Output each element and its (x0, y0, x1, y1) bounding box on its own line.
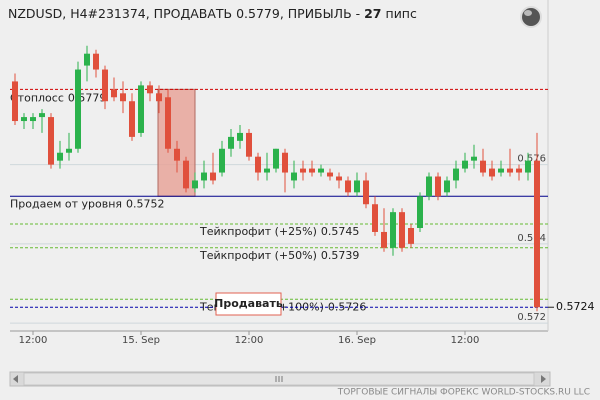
level-name: Продаем от уровня (10, 197, 122, 210)
level-value: 0.5779 (68, 91, 107, 104)
candle-body (399, 212, 405, 248)
candle-body (210, 172, 216, 181)
candle-body (264, 168, 270, 173)
candle-body (120, 93, 126, 102)
candle-body (39, 113, 45, 118)
sell-button-label: Продавать (214, 297, 283, 310)
frame (10, 0, 549, 332)
level-label: Тейкпрофит (+25%) 0.5745 (199, 225, 359, 238)
x-tick-label: 12:00 (19, 335, 48, 346)
candle-body (516, 168, 522, 173)
level-label: Стоплосс 0.5779 (10, 91, 106, 104)
title-text: NZDUSD, H4#231374, ПРОДАВАТЬ 0.5779, ПРИ… (8, 6, 364, 21)
y-tick-label: 0.576 (517, 154, 546, 165)
candle-body (444, 180, 450, 193)
x-tick-label: 16. Sep (338, 335, 376, 346)
candle-body (174, 148, 180, 161)
level-label: Продаем от уровня 0.5752 (10, 197, 165, 210)
candle-body (426, 176, 432, 197)
level-name: Тейкпрофит (+50%) (199, 249, 317, 262)
candle-body (462, 160, 468, 169)
scroll-left (13, 375, 18, 383)
candle-body (102, 69, 108, 102)
candle-body (129, 101, 135, 137)
candle-body (300, 168, 306, 173)
candle-body (345, 180, 351, 193)
candle-body (390, 212, 396, 248)
candle-body (408, 228, 414, 244)
candle-body (372, 204, 378, 232)
candle-body (48, 117, 54, 165)
candle-body (354, 180, 360, 193)
level-value: 0.5745 (321, 225, 360, 238)
candle-body (255, 156, 261, 173)
candle-body (291, 172, 297, 181)
candle-body (192, 180, 198, 189)
candle-body (201, 172, 207, 181)
x-tick-label: 12:00 (235, 335, 264, 346)
candle-body (318, 168, 324, 173)
candle-body (525, 160, 531, 173)
candle-body (327, 172, 333, 177)
candle-body (471, 156, 477, 161)
candle-body (138, 85, 144, 133)
candle-body (84, 53, 90, 66)
candle-body (147, 85, 153, 94)
candle-body (30, 117, 36, 122)
candle-body (417, 196, 423, 228)
candle-body (507, 168, 513, 173)
candle-body (273, 148, 279, 169)
candle-body (381, 231, 387, 248)
globe-icon (520, 6, 542, 28)
scroll-right (541, 375, 546, 383)
title-profit: 27 (364, 6, 381, 21)
candle-body (453, 168, 459, 181)
x-tick-label: 15. Sep (122, 335, 160, 346)
footer: ТОРГОВЫЕ СИГНАЛЫ ФОРЕКС WORLD-STOCKS.RU … (337, 388, 590, 398)
sell-button[interactable]: Продавать (214, 292, 283, 316)
level-name: Стоплосс (10, 91, 64, 104)
globe-shine (524, 10, 532, 16)
candle-body (363, 180, 369, 205)
candle-body (93, 53, 99, 70)
y-tick-label: 0.572 (517, 312, 546, 323)
level-value: 0.5752 (126, 197, 165, 210)
candle-body (111, 89, 117, 98)
level-label: Тейкпрофит (+50%) 0.5739 (199, 249, 359, 262)
level-name: Тейкпрофит (+25%) (199, 225, 317, 238)
candle-body (183, 160, 189, 189)
candle-body (219, 148, 225, 173)
candle-body (309, 168, 315, 173)
candle-body (489, 168, 495, 177)
current-price-label: 0.5724 (556, 300, 595, 313)
x-tick-label: 12:00 (451, 335, 480, 346)
y-tick-label: 0.574 (517, 233, 546, 244)
candle-body (480, 160, 486, 173)
candle-body (156, 93, 162, 102)
level-value: 0.5739 (321, 249, 360, 262)
candle-body (498, 168, 504, 173)
candle-body (57, 152, 63, 161)
candle-body (435, 176, 441, 197)
candle-body (66, 148, 72, 153)
candle-body (237, 132, 243, 141)
candle-body (534, 160, 540, 308)
title-unit: пипс (386, 6, 417, 21)
candle-body (21, 117, 27, 122)
chart-title: NZDUSD, H4#231374, ПРОДАВАТЬ 0.5779, ПРИ… (8, 6, 417, 21)
sell-button-box (215, 292, 282, 316)
candle-body (12, 81, 18, 122)
candle-body (246, 132, 252, 157)
candle-body (228, 136, 234, 149)
candle-body (336, 176, 342, 181)
candle-body (75, 69, 81, 149)
candle-body (165, 97, 171, 149)
candle-body (282, 152, 288, 173)
